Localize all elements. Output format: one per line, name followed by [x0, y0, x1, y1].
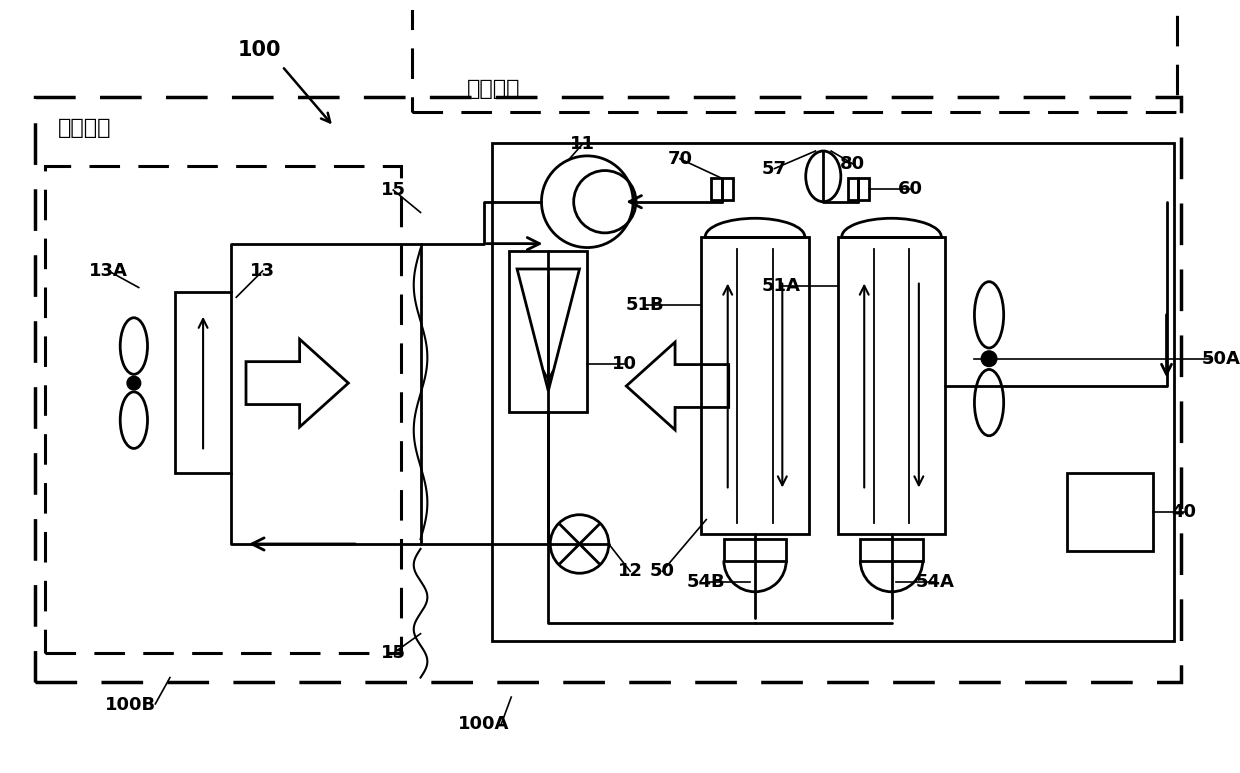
Text: 40: 40 [1172, 502, 1197, 521]
Text: 15: 15 [381, 644, 405, 662]
Text: 100B: 100B [105, 696, 156, 713]
Text: 57: 57 [763, 159, 787, 178]
Text: 13: 13 [250, 262, 275, 280]
Text: 100: 100 [238, 40, 281, 60]
Text: 54B: 54B [687, 573, 725, 591]
Text: 60: 60 [898, 180, 923, 198]
Text: 室外空间: 室外空间 [467, 80, 521, 100]
Text: 15: 15 [381, 181, 405, 199]
Text: 51A: 51A [761, 277, 801, 295]
Text: 11: 11 [570, 135, 595, 153]
Text: 13A: 13A [89, 262, 128, 280]
Circle shape [126, 376, 140, 390]
Text: 室内空间: 室内空间 [58, 118, 112, 138]
Text: 51B: 51B [625, 296, 665, 314]
Text: 54A: 54A [916, 573, 955, 591]
Text: 100A: 100A [459, 715, 510, 734]
Text: 70: 70 [667, 150, 692, 168]
Text: 50A: 50A [1202, 349, 1240, 368]
Text: 12: 12 [618, 562, 642, 581]
Text: 50: 50 [650, 562, 675, 581]
Circle shape [981, 351, 997, 366]
Text: 10: 10 [611, 355, 637, 373]
Text: 80: 80 [839, 155, 866, 172]
